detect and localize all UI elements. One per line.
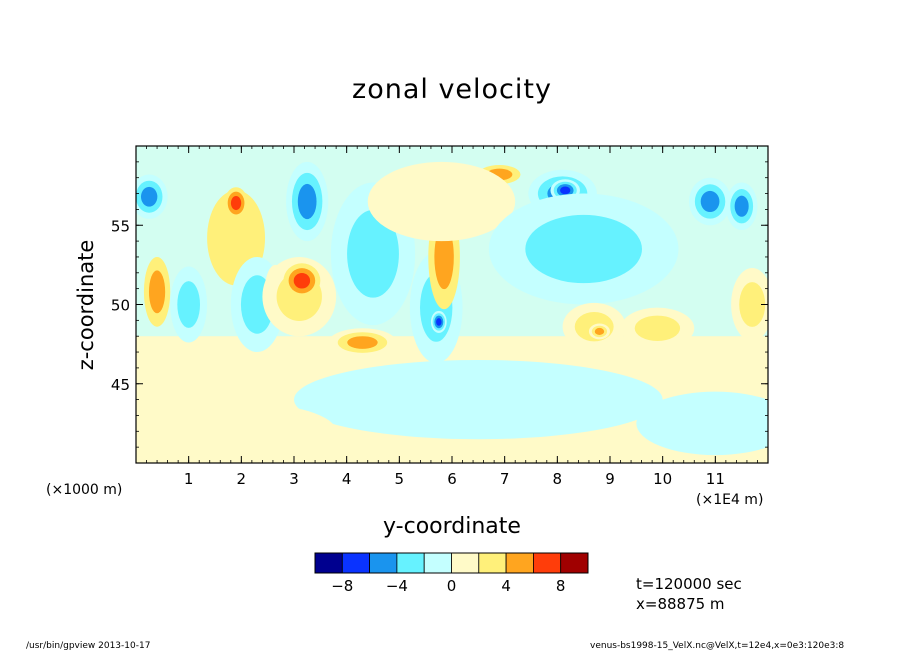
- colorbar-swatch: [478, 552, 507, 574]
- x-tick-label: 7: [500, 470, 510, 488]
- x-tick-label: 2: [237, 470, 247, 488]
- heatmap-feature: [588, 323, 610, 340]
- heatmap-cell: [739, 282, 766, 327]
- colorbar-tick-label: 4: [501, 577, 511, 595]
- heatmap-cell: [734, 195, 749, 217]
- x-tick-label: 1: [184, 470, 194, 488]
- position-annotation: x=88875 m: [636, 595, 725, 613]
- heatmap-feature: [286, 161, 329, 242]
- heatmap-cell: [700, 190, 720, 213]
- heatmap-feature: [224, 187, 248, 219]
- colorbar-tick-label: 0: [447, 577, 457, 595]
- heatmap-cell: [347, 209, 399, 298]
- heatmap-feature: [146, 402, 337, 460]
- colorbar-swatch: [314, 552, 343, 574]
- heatmap-feature: [689, 177, 732, 226]
- colorbar-swatch: [369, 552, 398, 574]
- colorbar-frame: [314, 552, 589, 574]
- x-tick-label: 5: [395, 470, 405, 488]
- heatmap-field: [136, 146, 768, 463]
- footer-right: venus-bs1998-15_VelX.nc@VelX,t=12e4,x=0e…: [590, 641, 845, 651]
- x-tick-label: 9: [605, 470, 615, 488]
- heatmap-cell: [293, 272, 311, 289]
- colorbar: −8 −4 0 4 8: [314, 552, 589, 595]
- heatmap-cell: [177, 281, 201, 328]
- x-tick-label: 10: [653, 470, 672, 488]
- heatmap-feature: [294, 359, 663, 440]
- heatmap-cell: [347, 336, 378, 349]
- heatmap-feature: [731, 268, 768, 341]
- heatmap-cell: [148, 270, 166, 314]
- colorbar-swatch: [560, 552, 589, 574]
- heatmap-feature: [725, 182, 758, 231]
- x-tick-label: 11: [706, 470, 725, 488]
- x-tick-label: 8: [553, 470, 563, 488]
- heatmap-feature: [636, 391, 768, 456]
- heatmap-cell: [436, 318, 442, 326]
- heatmap-cell: [560, 186, 571, 195]
- heatmap-cell: [294, 359, 663, 440]
- heatmap-cell: [634, 315, 681, 341]
- heatmap-cell: [140, 186, 158, 207]
- heatmap-feature: [430, 310, 447, 334]
- colorbar-swatch: [505, 552, 534, 574]
- heatmap-cell: [297, 183, 317, 220]
- heatmap-cell: [230, 196, 242, 211]
- y-tick-label: 45: [111, 376, 130, 394]
- heatmap-cell: [367, 161, 516, 242]
- x-axis-label: y-coordinate: [383, 514, 521, 539]
- heatmap-cell: [594, 327, 605, 335]
- y-tick-label: 50: [111, 297, 130, 315]
- heatmap-cell: [136, 344, 205, 424]
- y-tick-label: 55: [111, 217, 130, 235]
- colorbar-swatch: [396, 552, 425, 574]
- heatmap-feature: [328, 328, 397, 357]
- heatmap-feature: [488, 193, 679, 305]
- colorbar-swatch: [451, 552, 480, 574]
- heatmap-feature: [143, 256, 171, 327]
- heatmap-cell: [146, 402, 337, 460]
- heatmap-cell: [525, 214, 643, 284]
- heatmap-feature: [170, 266, 208, 343]
- heatmap-feature: [136, 174, 168, 219]
- colorbar-swatch: [423, 552, 452, 574]
- x-tick-label: 4: [342, 470, 352, 488]
- y-unit-note: (×1000 m): [46, 482, 123, 498]
- heatmap-feature: [283, 263, 321, 299]
- heatmap-cell: [636, 391, 768, 456]
- x-tick-label: 3: [289, 470, 299, 488]
- colorbar-swatch: [533, 552, 562, 574]
- colorbar-tick-label: −8: [331, 577, 353, 595]
- time-annotation: t=120000 sec: [636, 575, 742, 593]
- x-tick-label: 6: [447, 470, 457, 488]
- heatmap-feature: [367, 161, 516, 242]
- colorbar-tick-label: 8: [556, 577, 566, 595]
- x-unit-note: (×1E4 m): [696, 492, 764, 508]
- colorbar-swatch: [341, 552, 370, 574]
- y-axis-label: z-coordinate: [74, 239, 98, 371]
- heatmap-feature: [136, 344, 205, 424]
- heatmap-feature: [620, 307, 695, 349]
- footer-left: /usr/bin/gpview 2013-10-17: [26, 641, 151, 651]
- colorbar-tick-label: −4: [386, 577, 408, 595]
- chart-title: zonal velocity: [352, 74, 552, 105]
